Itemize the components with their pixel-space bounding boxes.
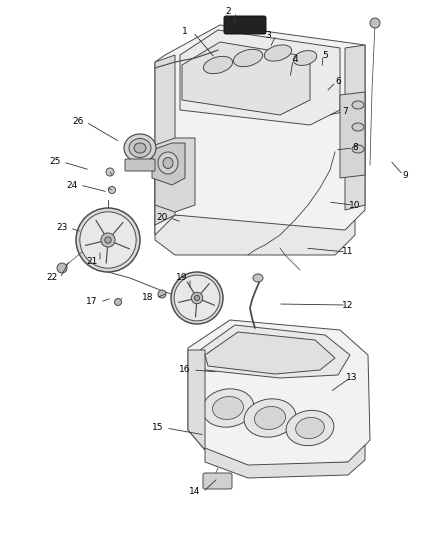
Polygon shape xyxy=(180,30,340,125)
Polygon shape xyxy=(345,45,365,210)
Ellipse shape xyxy=(352,123,364,131)
Text: 19: 19 xyxy=(176,273,188,282)
Polygon shape xyxy=(155,25,365,235)
Polygon shape xyxy=(188,320,370,468)
Polygon shape xyxy=(155,138,195,212)
Text: 12: 12 xyxy=(343,301,354,310)
Text: 24: 24 xyxy=(67,181,78,190)
Circle shape xyxy=(57,263,67,273)
Text: 8: 8 xyxy=(352,143,358,152)
Text: 11: 11 xyxy=(342,247,354,256)
Ellipse shape xyxy=(253,274,263,282)
Ellipse shape xyxy=(352,101,364,109)
Ellipse shape xyxy=(134,143,146,153)
Text: 20: 20 xyxy=(156,214,168,222)
Circle shape xyxy=(171,272,223,324)
Text: 22: 22 xyxy=(46,273,58,282)
Ellipse shape xyxy=(158,152,178,174)
Ellipse shape xyxy=(233,50,263,67)
Polygon shape xyxy=(152,143,185,185)
Ellipse shape xyxy=(129,139,151,157)
Text: 25: 25 xyxy=(49,157,61,166)
Text: 6: 6 xyxy=(335,77,341,86)
Text: 1: 1 xyxy=(182,28,188,36)
Text: 15: 15 xyxy=(152,424,164,432)
Text: 23: 23 xyxy=(57,223,68,232)
Polygon shape xyxy=(188,350,205,450)
Ellipse shape xyxy=(203,56,233,74)
Circle shape xyxy=(194,295,200,301)
Circle shape xyxy=(76,208,140,272)
Text: 16: 16 xyxy=(179,366,191,375)
Text: 5: 5 xyxy=(322,51,328,60)
Polygon shape xyxy=(155,200,355,255)
Ellipse shape xyxy=(293,51,317,66)
FancyBboxPatch shape xyxy=(203,473,232,489)
Circle shape xyxy=(174,275,220,321)
Text: 9: 9 xyxy=(402,171,408,180)
FancyBboxPatch shape xyxy=(224,16,266,34)
Text: 13: 13 xyxy=(346,374,358,383)
Text: 10: 10 xyxy=(349,200,361,209)
Polygon shape xyxy=(182,42,310,115)
Circle shape xyxy=(370,18,380,28)
Text: 4: 4 xyxy=(292,55,298,64)
Text: 7: 7 xyxy=(342,108,348,117)
Ellipse shape xyxy=(254,407,286,430)
Ellipse shape xyxy=(163,157,173,168)
Circle shape xyxy=(80,212,136,268)
Text: 14: 14 xyxy=(189,488,201,497)
Polygon shape xyxy=(205,332,335,374)
Text: 26: 26 xyxy=(72,117,84,126)
Circle shape xyxy=(109,187,116,193)
Polygon shape xyxy=(200,325,350,378)
Text: 17: 17 xyxy=(86,297,98,306)
Ellipse shape xyxy=(124,134,156,162)
Ellipse shape xyxy=(296,417,324,439)
Polygon shape xyxy=(155,55,175,225)
Text: 2: 2 xyxy=(225,7,231,17)
Circle shape xyxy=(191,292,203,304)
Polygon shape xyxy=(205,445,365,478)
Ellipse shape xyxy=(265,45,292,61)
Ellipse shape xyxy=(286,410,334,446)
Text: 3: 3 xyxy=(265,30,271,39)
Circle shape xyxy=(106,168,114,176)
Circle shape xyxy=(158,290,166,298)
FancyBboxPatch shape xyxy=(125,159,155,171)
Ellipse shape xyxy=(212,397,244,419)
Ellipse shape xyxy=(244,399,296,437)
Text: 18: 18 xyxy=(142,294,154,303)
Ellipse shape xyxy=(202,389,254,427)
Text: 21: 21 xyxy=(86,257,98,266)
Ellipse shape xyxy=(352,145,364,153)
Circle shape xyxy=(101,233,115,247)
Circle shape xyxy=(114,298,121,305)
Circle shape xyxy=(105,237,111,243)
Polygon shape xyxy=(340,92,365,178)
